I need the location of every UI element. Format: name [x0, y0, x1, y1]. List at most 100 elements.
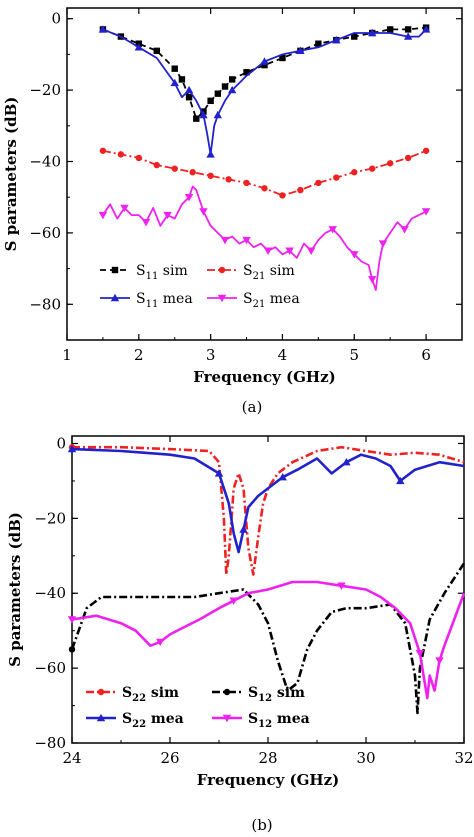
panel-caption-a: (a) [242, 398, 263, 416]
data-point [153, 47, 160, 55]
x-tick-label: 4 [278, 346, 288, 364]
legend-label: S11 mea [136, 291, 193, 310]
legend-label: S12 sim [248, 685, 305, 704]
data-point [243, 179, 250, 187]
data-point [171, 165, 178, 172]
data-point [134, 43, 144, 51]
data-point [242, 236, 251, 245]
series-s22-sim [68, 444, 465, 576]
x-tick-label: 28 [258, 749, 277, 767]
data-point [404, 154, 412, 162]
series-s12-mea [67, 580, 466, 700]
data-point [229, 597, 238, 605]
legend-label: S12 mea [248, 711, 310, 730]
data-point [404, 26, 412, 33]
data-point [213, 110, 223, 119]
data-point [351, 169, 358, 176]
y-tick-label: −40 [34, 584, 66, 602]
data-point [378, 240, 388, 248]
series-line [71, 447, 465, 554]
data-point [214, 90, 222, 97]
legend-swatch-marker [222, 714, 232, 723]
data-point [68, 646, 76, 653]
data-point [199, 208, 208, 216]
legend-label: S21 mea [243, 291, 300, 310]
x-tick-label: 2 [134, 346, 144, 364]
data-point [207, 97, 214, 105]
data-point [193, 115, 200, 122]
y-axis-label: S parameters (dB) [6, 512, 24, 667]
data-point [239, 525, 248, 533]
data-point [386, 26, 394, 33]
data-point [220, 236, 230, 245]
data-point [285, 247, 294, 255]
data-point [207, 172, 214, 179]
data-point [199, 110, 208, 119]
y-tick-label: −80 [29, 295, 61, 313]
y-tick-label: 0 [51, 10, 61, 28]
x-tick-label: 24 [62, 749, 81, 767]
x-tick-label: 6 [421, 346, 431, 364]
data-point [263, 247, 273, 255]
x-axis-label: Frequency (GHz) [197, 771, 339, 789]
series-s11-sim [99, 24, 430, 122]
series-s12-sim [68, 562, 466, 715]
series-s21-mea [98, 185, 431, 291]
data-point [421, 208, 431, 216]
data-point [135, 154, 143, 162]
data-point [171, 65, 178, 72]
series-line [102, 28, 427, 156]
data-point [315, 179, 322, 187]
data-point [221, 83, 229, 90]
data-point [421, 25, 431, 33]
chart-panel-b: 24 26 28 30 32 0 −20 −40 −60 −80 Frequency (GHz) S … [6, 434, 474, 789]
data-point [332, 35, 341, 44]
data-point [422, 147, 430, 154]
data-point [163, 211, 172, 220]
legend: S22 sim S12 sim S22 mea S12 mea [86, 685, 310, 730]
data-point [260, 57, 269, 65]
x-tick-label: 3 [206, 346, 216, 364]
data-point [243, 69, 250, 76]
y-tick-label: −80 [34, 734, 66, 752]
y-tick-label: 0 [56, 434, 66, 452]
data-point [120, 204, 129, 213]
data-point [206, 150, 215, 158]
legend-label: S22 mea [122, 711, 184, 730]
data-point [214, 469, 224, 477]
x-tick-label: 1 [62, 346, 72, 364]
series-line [72, 445, 465, 576]
legend-swatch-marker [218, 266, 226, 274]
data-point [141, 218, 151, 227]
data-point [189, 169, 196, 176]
chart-panel-a: 1 2 3 4 5 6 0 −20 −40 −60 −80 Frequency (GHz) S para… [2, 7, 463, 386]
series-s11-mea [98, 25, 431, 158]
x-tick-label: 32 [454, 749, 473, 767]
legend-label: S11 sim [136, 263, 188, 282]
y-tick-label: −60 [29, 224, 61, 242]
x-tick-label: 26 [160, 749, 179, 767]
data-point [328, 226, 337, 234]
data-point [156, 638, 165, 647]
y-axis-label: S parameters (dB) [2, 97, 20, 252]
data-point [98, 25, 108, 33]
legend-swatch-marker [97, 688, 105, 696]
series-line [102, 26, 427, 120]
data-point [67, 616, 77, 624]
data-point [117, 151, 125, 158]
data-point [99, 147, 107, 154]
data-point [278, 472, 287, 481]
data-point [185, 94, 193, 101]
legend-swatch-marker [111, 266, 119, 274]
data-point [170, 78, 179, 87]
legend-swatch-marker [223, 688, 231, 696]
legend-label: S21 sim [243, 263, 295, 282]
data-point [369, 165, 376, 172]
x-tick-label: 30 [356, 749, 375, 767]
data-point [98, 211, 108, 220]
data-point [296, 46, 305, 55]
data-point [435, 657, 444, 665]
data-point [351, 33, 358, 40]
data-point [368, 276, 377, 284]
